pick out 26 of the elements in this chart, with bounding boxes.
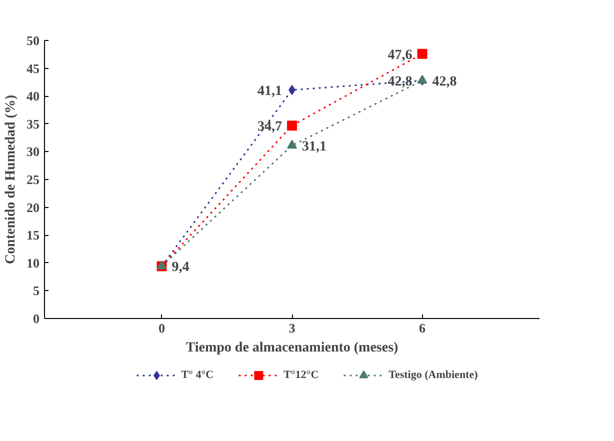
x-tick-label: 3 — [288, 320, 296, 336]
y-tick-label: 0 — [33, 311, 40, 326]
y-tick-label: 5 — [33, 283, 40, 298]
data-label: 42,8 — [388, 74, 412, 90]
y-tick-label: 30 — [26, 144, 40, 160]
data-label: 9,4 — [172, 260, 190, 276]
y-tick-label: 10 — [26, 255, 40, 270]
y-tick-label: 20 — [26, 200, 40, 215]
x-tick-label: 0 — [158, 320, 165, 336]
data-label: 31,1 — [302, 140, 326, 155]
y-axis-title: Contenido de Humedad (%) — [4, 94, 18, 264]
legend-label: Testigo (Ambiente) — [388, 369, 478, 381]
y-tick-label: 15 — [26, 228, 40, 243]
data-label: 34,7 — [258, 120, 282, 135]
y-tick-label: 50 — [26, 33, 40, 48]
x-axis-title: Tiempo de almacenamiento (meses) — [186, 340, 399, 356]
data-label: 47,6 — [388, 48, 412, 63]
legend-label: T°12°C — [284, 369, 319, 381]
y-tick-label: 45 — [26, 60, 40, 76]
legend-label: T° 4°C — [181, 369, 214, 381]
data-label: 41,1 — [258, 84, 282, 99]
data-label: 42,8 — [432, 74, 457, 90]
y-tick-label: 40 — [26, 88, 40, 104]
x-tick-label: 6 — [419, 320, 426, 336]
y-tick-label: 25 — [26, 172, 40, 187]
y-tick-label: 35 — [26, 116, 40, 132]
